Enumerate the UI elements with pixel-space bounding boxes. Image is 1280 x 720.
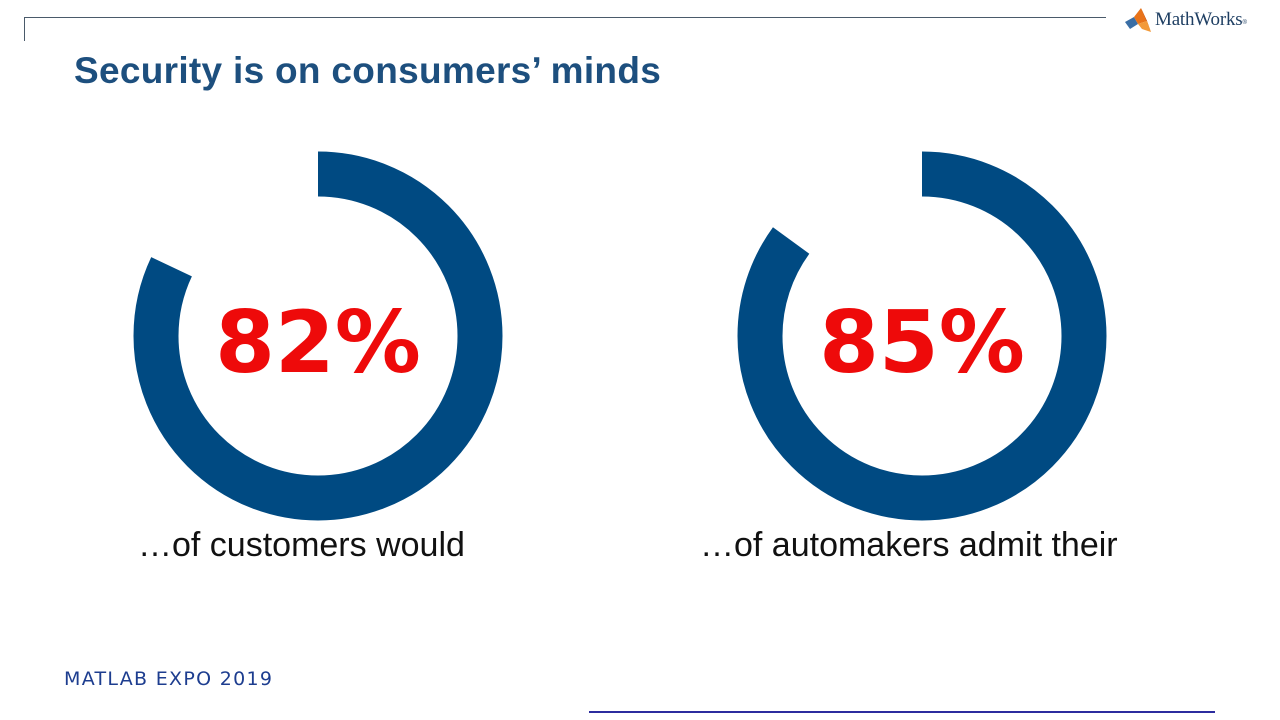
footer-line <box>589 711 1215 713</box>
donut-value-label: 85% <box>819 293 1025 393</box>
page-title: Security is on consumers’ minds <box>74 50 662 91</box>
donut-chart-automakers: 85% …of automakers admit their <box>700 130 1132 590</box>
donut-chart-customers: 82% …of customers would <box>108 130 528 590</box>
logo-text: MathWorks <box>1155 9 1243 30</box>
donut-svg: 85% <box>737 151 1107 521</box>
donut-svg: 82% <box>133 151 503 521</box>
donut-ring <box>737 151 1107 521</box>
top-frame-line <box>24 17 1106 18</box>
mathworks-logo: MathWorks ® <box>1124 6 1247 34</box>
registered-mark: ® <box>1242 20 1247 26</box>
donut-caption: …of automakers admit their <box>700 526 1118 564</box>
left-frame-tick <box>24 17 25 41</box>
membrane-icon <box>1125 8 1151 32</box>
event-label: MATLAB EXPO 2019 <box>64 668 274 690</box>
donut-value-label: 82% <box>215 293 421 393</box>
donut-ring <box>133 151 503 521</box>
donut-caption: …of customers would <box>138 526 465 564</box>
